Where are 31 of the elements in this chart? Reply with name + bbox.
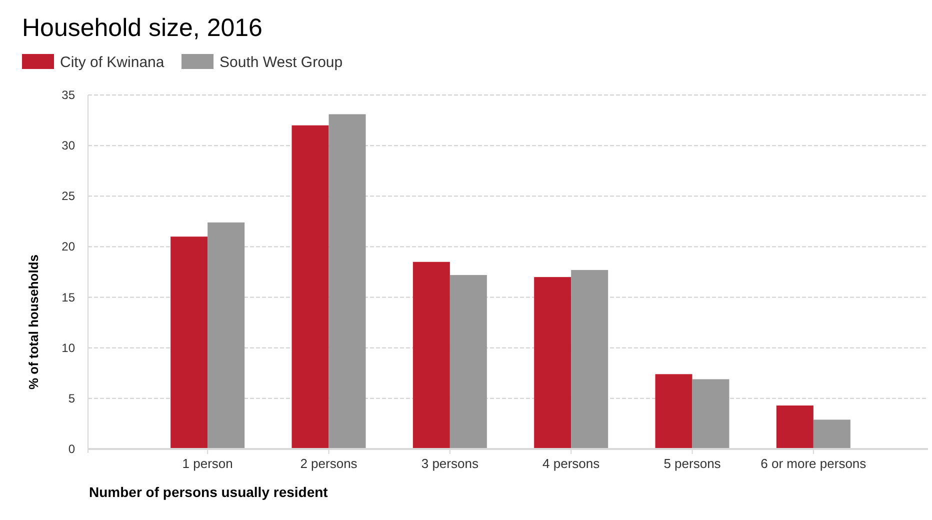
bar <box>450 275 487 449</box>
legend-label: South West Group <box>220 54 343 71</box>
legend-label: City of Kwinana <box>60 54 165 71</box>
y-axis-title: % of total households <box>26 254 41 390</box>
bar <box>328 114 366 449</box>
x-tick-label: 1 person <box>182 456 233 471</box>
bar <box>692 379 730 449</box>
bar <box>813 420 850 449</box>
y-tick-label: 5 <box>68 391 76 406</box>
bar <box>208 222 245 449</box>
y-tick-label: 10 <box>62 340 76 355</box>
x-tick-label: 3 persons <box>421 456 479 471</box>
bar <box>534 277 572 449</box>
bar <box>412 262 450 449</box>
x-tick-label: 5 persons <box>664 456 722 471</box>
x-tick-label: 4 persons <box>542 456 600 471</box>
chart-title: Household size, 2016 <box>22 14 262 42</box>
y-tick-label: 25 <box>62 189 76 204</box>
y-tick-label: 35 <box>62 88 76 102</box>
x-tick-label: 6 or more persons <box>760 456 867 471</box>
bar <box>292 125 329 449</box>
bar <box>170 236 208 449</box>
y-tick-label: 0 <box>68 442 76 456</box>
x-tick-label: 2 persons <box>300 456 358 471</box>
y-tick-label: 20 <box>62 240 76 254</box>
bar <box>655 374 692 449</box>
y-tick-label: 15 <box>62 290 76 304</box>
x-axis-title: Number of persons usually resident <box>89 484 328 500</box>
bar <box>776 406 814 449</box>
bar <box>571 270 608 449</box>
y-tick-label: 30 <box>62 138 76 153</box>
